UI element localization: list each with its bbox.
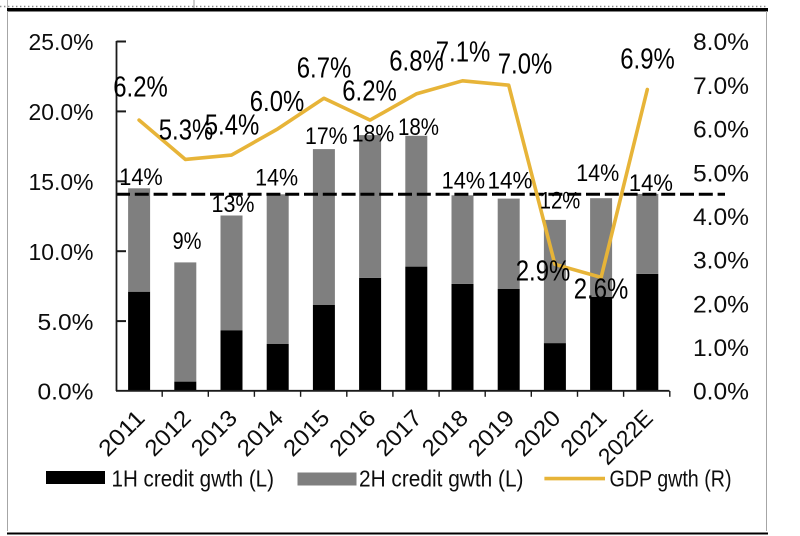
- svg-text:14%: 14%: [488, 167, 533, 194]
- svg-text:2.9%: 2.9%: [516, 255, 571, 287]
- svg-text:2.6%: 2.6%: [574, 273, 629, 305]
- svg-text:14%: 14%: [629, 170, 673, 197]
- svg-text:9%: 9%: [173, 228, 202, 255]
- svg-text:14%: 14%: [255, 164, 298, 191]
- svg-text:6.2%: 6.2%: [342, 75, 397, 107]
- svg-text:5.3%: 5.3%: [159, 114, 214, 146]
- svg-text:7.0%: 7.0%: [693, 73, 749, 100]
- svg-text:10.0%: 10.0%: [29, 239, 94, 265]
- svg-text:5.4%: 5.4%: [205, 109, 260, 141]
- svg-text:6.9%: 6.9%: [620, 43, 675, 75]
- svg-text:6.8%: 6.8%: [389, 45, 444, 77]
- svg-text:5.0%: 5.0%: [38, 309, 94, 335]
- svg-text:12%: 12%: [540, 187, 581, 214]
- svg-text:14%: 14%: [442, 167, 486, 194]
- svg-text:0.0%: 0.0%: [693, 379, 749, 406]
- svg-text:18%: 18%: [398, 114, 439, 141]
- svg-text:6.0%: 6.0%: [250, 86, 305, 118]
- svg-text:13%: 13%: [212, 191, 255, 218]
- svg-text:17%: 17%: [305, 123, 348, 150]
- svg-text:15.0%: 15.0%: [29, 169, 94, 195]
- svg-text:4.0%: 4.0%: [693, 204, 749, 231]
- svg-text:6.7%: 6.7%: [297, 52, 352, 84]
- svg-text:0.0%: 0.0%: [38, 379, 94, 405]
- svg-text:1H credit gwth (L): 1H credit gwth (L): [112, 465, 275, 491]
- svg-text:2H credit gwth (L): 2H credit gwth (L): [359, 465, 524, 491]
- svg-text:8.0%: 8.0%: [693, 29, 749, 56]
- svg-text:5.0%: 5.0%: [693, 160, 749, 187]
- svg-text:25.0%: 25.0%: [29, 29, 94, 55]
- svg-text:18%: 18%: [352, 120, 395, 147]
- svg-text:7.0%: 7.0%: [498, 48, 553, 80]
- svg-text:1.0%: 1.0%: [693, 335, 749, 362]
- svg-text:14%: 14%: [119, 164, 163, 191]
- svg-text:6.0%: 6.0%: [693, 117, 749, 144]
- svg-text:6.2%: 6.2%: [113, 71, 168, 103]
- svg-text:3.0%: 3.0%: [693, 248, 749, 275]
- svg-text:20.0%: 20.0%: [29, 99, 94, 125]
- svg-text:2.0%: 2.0%: [693, 291, 749, 318]
- svg-text:14%: 14%: [576, 160, 619, 187]
- svg-text:7.1%: 7.1%: [436, 36, 491, 68]
- svg-text:GDP gwth (R): GDP gwth (R): [610, 465, 732, 491]
